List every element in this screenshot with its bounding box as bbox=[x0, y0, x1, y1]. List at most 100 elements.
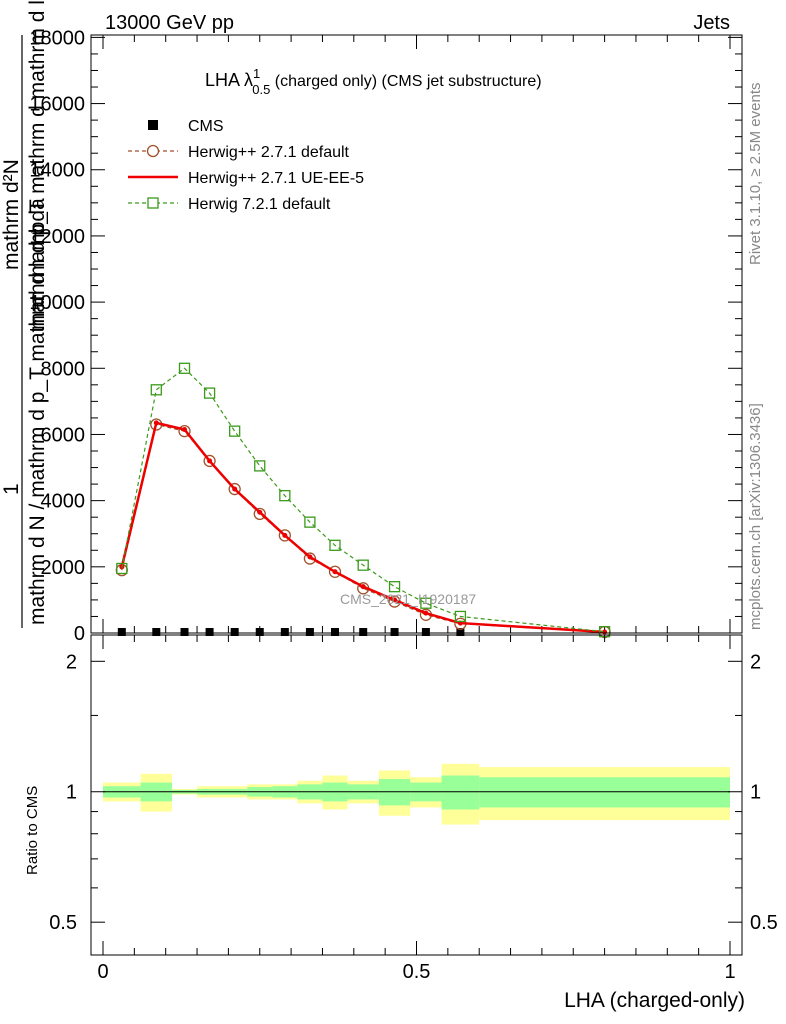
data-point bbox=[182, 427, 188, 433]
legend-label: Herwig++ 2.7.1 default bbox=[188, 144, 350, 161]
data-point bbox=[178, 425, 191, 438]
header-left: 13000 GeV pp bbox=[105, 12, 234, 34]
ratio-y-tick-label: 1 bbox=[66, 782, 77, 804]
ratio-bands bbox=[103, 763, 730, 825]
data-point bbox=[454, 610, 467, 623]
data-point bbox=[456, 628, 465, 637]
x-tick-label: 0.5 bbox=[403, 961, 431, 983]
ratio-band-inner bbox=[441, 775, 480, 810]
data-point bbox=[153, 420, 159, 426]
data-point bbox=[253, 507, 266, 521]
watermark: CMS_2021_I1920187 bbox=[340, 591, 476, 607]
legend-item: CMS bbox=[148, 118, 224, 135]
data-point bbox=[255, 628, 264, 637]
data-point bbox=[357, 559, 369, 571]
title-main: LHA λ bbox=[205, 70, 253, 90]
data-point bbox=[421, 628, 430, 637]
data-point bbox=[307, 554, 313, 560]
legend-item: Herwig 7.2.1 default bbox=[128, 196, 331, 213]
upper-ylabel: mathrm d²N mathrm d p_T mathrm d mathrm … bbox=[0, 0, 49, 628]
data-point bbox=[205, 628, 214, 637]
ylabel-denom2: mathrm d N / mathrm d p_T mathrm d lambd… bbox=[26, 198, 49, 625]
series-herwig-2-7-1-ue-ee-5 bbox=[119, 420, 608, 635]
y-tick-label: 8000 bbox=[41, 358, 86, 380]
ylabel-one: 1 bbox=[0, 483, 23, 495]
data-point bbox=[280, 628, 289, 637]
title-sup: 1 bbox=[253, 66, 260, 81]
ratio-y-tick-label: 0.5 bbox=[750, 912, 778, 934]
data-point bbox=[305, 628, 314, 637]
legend: CMS Herwig++ 2.7.1 default Herwig++ 2.7.1 … bbox=[128, 118, 364, 213]
data-point bbox=[232, 486, 238, 492]
data-point bbox=[254, 460, 266, 472]
data-point bbox=[303, 552, 317, 565]
title-sub: 0.5 bbox=[252, 82, 270, 97]
data-point bbox=[228, 482, 241, 496]
ratio-y-tick-label: 2 bbox=[66, 651, 77, 673]
data-point bbox=[392, 597, 398, 603]
data-point bbox=[332, 569, 338, 575]
y-tick-label: 18000 bbox=[29, 27, 85, 49]
upper-axis: 0 2000 4000 6000 8000 10000 12000 14000 16000 180… bbox=[29, 27, 742, 645]
header-right: Jets bbox=[693, 12, 730, 34]
legend-label: Herwig++ 2.7.1 UE-EE-5 bbox=[188, 170, 364, 187]
y-tick-label: 6000 bbox=[41, 424, 86, 446]
data-point bbox=[330, 628, 339, 637]
data-point bbox=[360, 584, 366, 590]
ratio-axis: 0.5 0.5 1 1 2 2 bbox=[49, 651, 778, 934]
x-tick-label: 1 bbox=[724, 961, 735, 983]
data-point bbox=[152, 628, 161, 637]
y-tick-label: 16000 bbox=[29, 94, 85, 116]
data-point bbox=[230, 628, 239, 637]
series-herwig-7-2-1-default bbox=[116, 362, 611, 638]
legend-marker bbox=[146, 144, 160, 158]
x-tick-label: 0 bbox=[97, 961, 108, 983]
y-tick-label: 4000 bbox=[41, 491, 86, 513]
x-axis: 0 0.5 1 bbox=[97, 635, 736, 983]
ratio-y-tick-label: 2 bbox=[750, 651, 761, 673]
data-point bbox=[150, 384, 162, 396]
data-point bbox=[329, 539, 341, 551]
title-rest: (charged only) (CMS jet substructure) bbox=[270, 73, 541, 90]
rivet-label: Rivet 3.1.10, ≥ 2.5M events bbox=[747, 83, 764, 266]
data-point bbox=[257, 509, 263, 515]
ylabel-numer: mathrm d²N bbox=[0, 159, 23, 270]
data-point bbox=[180, 628, 189, 637]
data-point bbox=[423, 610, 429, 616]
data-point bbox=[117, 628, 126, 637]
data-point bbox=[304, 516, 316, 528]
series-cms bbox=[117, 628, 465, 637]
upper-series bbox=[115, 362, 611, 639]
data-point bbox=[282, 532, 288, 538]
y-tick-label: 10000 bbox=[29, 292, 85, 314]
data-point bbox=[178, 362, 191, 374]
data-point bbox=[278, 529, 291, 542]
data-point bbox=[207, 458, 213, 464]
data-point bbox=[420, 597, 432, 609]
ratio-band-inner bbox=[479, 777, 730, 808]
data-point bbox=[328, 565, 342, 578]
legend-item: Herwig++ 2.7.1 UE-EE-5 bbox=[128, 170, 364, 187]
data-point bbox=[203, 454, 216, 468]
ratio-y-tick-label: 0.5 bbox=[49, 912, 77, 934]
data-point bbox=[359, 628, 368, 637]
data-point bbox=[388, 581, 401, 593]
upper-frame bbox=[90, 34, 743, 634]
legend-label: Herwig 7.2.1 default bbox=[188, 196, 331, 213]
plot-title: LHA λ1 0.5 (charged only) (CMS jet substr… bbox=[205, 66, 542, 97]
series-line bbox=[120, 421, 605, 634]
mcplots-label: mcplots.cern.ch [arXiv:1306.3436] bbox=[747, 403, 764, 630]
legend-item: Herwig++ 2.7.1 default bbox=[128, 144, 350, 161]
x-axis-label: LHA (charged-only) bbox=[564, 989, 745, 1012]
ylabel-denom: mathrm d p_T mathrm d mathrm d lambda bbox=[26, 0, 49, 330]
legend-marker bbox=[147, 197, 159, 209]
ratio-y-tick-label: 1 bbox=[750, 782, 761, 804]
data-point bbox=[279, 490, 291, 502]
data-point bbox=[390, 628, 399, 637]
ratio-ylabel: Ratio to CMS bbox=[24, 786, 41, 875]
legend-marker bbox=[148, 120, 158, 130]
data-point bbox=[116, 562, 128, 575]
y-tick-label: 14000 bbox=[29, 160, 85, 182]
data-point bbox=[203, 387, 216, 399]
